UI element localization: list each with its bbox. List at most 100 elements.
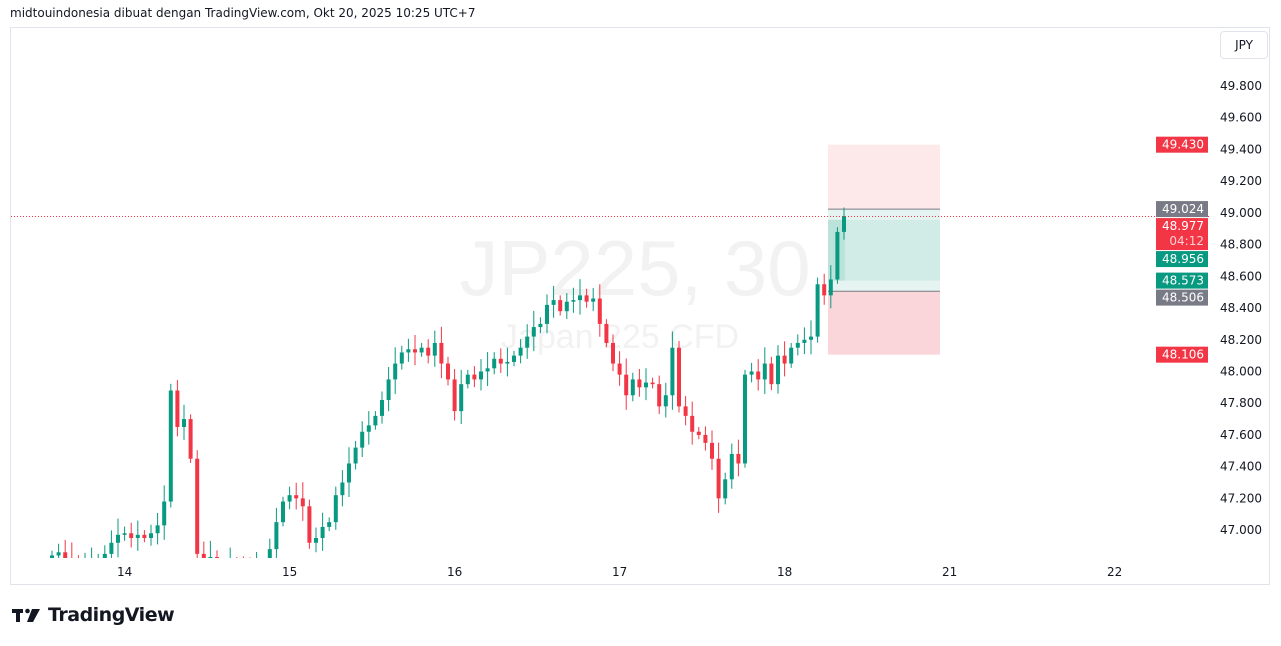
last-price-label-text: 48.977 <box>1162 219 1204 233</box>
candle-body <box>492 358 497 369</box>
candle-body <box>551 300 556 305</box>
candle <box>545 294 549 334</box>
stop-label-lower: 48.106 <box>1156 346 1208 363</box>
candle-body <box>729 453 734 480</box>
candle-body <box>294 495 299 499</box>
candle-body <box>222 570 226 575</box>
candle <box>683 395 688 426</box>
candle-body <box>710 442 714 459</box>
candle <box>538 317 543 334</box>
candle <box>300 482 305 521</box>
candle-body <box>261 565 265 568</box>
candle <box>802 327 807 355</box>
candle <box>287 486 292 510</box>
candle-body <box>591 298 596 302</box>
candle <box>182 404 186 440</box>
candle-body <box>122 533 127 535</box>
candle <box>578 279 582 315</box>
candle <box>333 486 338 530</box>
candle <box>571 287 576 313</box>
candle <box>135 520 140 551</box>
price-tick-label: 48.000 <box>1220 364 1262 378</box>
candle <box>413 335 417 366</box>
candle-body <box>743 374 747 464</box>
candle <box>723 472 728 505</box>
candle <box>242 556 244 558</box>
candle <box>716 442 721 513</box>
time-tick-label: 17 <box>612 565 627 579</box>
candle <box>657 375 662 415</box>
candle-body <box>696 431 701 435</box>
candle <box>314 527 318 553</box>
candle-body <box>815 284 820 337</box>
candle-body <box>327 522 332 527</box>
candle-body <box>617 363 622 375</box>
candle <box>56 543 61 558</box>
candle-body <box>116 534 120 543</box>
candle-body <box>360 431 365 448</box>
candle <box>353 440 358 470</box>
candle-body <box>604 323 609 343</box>
tradingview-logo[interactable]: TradingView <box>12 604 175 626</box>
candle <box>564 293 569 319</box>
candle-body <box>182 419 186 427</box>
candle <box>828 265 833 309</box>
candle-body <box>624 374 629 396</box>
candle <box>690 401 695 445</box>
candle-body <box>683 406 688 416</box>
candle <box>71 542 73 558</box>
candle-body <box>432 342 437 356</box>
candle <box>168 383 173 508</box>
candle <box>281 496 285 527</box>
candle-body <box>650 382 655 385</box>
candle-body <box>267 549 272 558</box>
candle-body <box>386 379 391 401</box>
time-tick-label: 15 <box>282 565 297 579</box>
candle <box>769 356 774 391</box>
candle <box>129 522 134 548</box>
candle <box>789 342 794 368</box>
candle-body <box>446 363 450 380</box>
candle <box>307 499 312 549</box>
candle <box>465 369 470 389</box>
candle <box>419 342 424 357</box>
candle <box>327 517 332 532</box>
candle <box>229 547 231 558</box>
stop-label-upper-text: 49.430 <box>1162 138 1204 152</box>
candle <box>809 320 813 355</box>
time-tick-label: 14 <box>117 565 132 579</box>
candle <box>208 540 213 558</box>
candle <box>256 551 258 558</box>
candle <box>505 347 510 377</box>
candle <box>201 541 206 558</box>
candle-body <box>393 363 398 380</box>
candle <box>452 368 457 421</box>
candle-body <box>723 479 728 499</box>
candle-body <box>584 295 589 302</box>
target-label-upper: 48.956 <box>1156 251 1208 268</box>
candle <box>162 485 167 540</box>
candle-body <box>439 342 444 364</box>
profit-zone-inner <box>828 219 940 281</box>
candle-body <box>564 301 569 312</box>
candle <box>531 310 536 352</box>
candle <box>498 348 503 373</box>
candle <box>663 382 668 418</box>
candle-body <box>135 534 140 539</box>
candle <box>386 367 391 412</box>
candle-body <box>340 482 345 496</box>
candle-body <box>518 347 523 356</box>
candle-body <box>248 570 252 572</box>
candle-body <box>287 495 292 502</box>
target-label-upper-text: 48.956 <box>1162 252 1204 266</box>
candle <box>274 507 279 558</box>
stop-loss-zone-upper <box>828 144 940 210</box>
candle-body <box>452 379 457 412</box>
currency-button[interactable]: JPY <box>1220 31 1268 59</box>
candle <box>776 345 780 394</box>
price-tick-label: 48.800 <box>1220 238 1262 252</box>
candle <box>380 391 384 424</box>
brand-name: TradingView <box>48 604 175 626</box>
candle <box>63 539 68 558</box>
